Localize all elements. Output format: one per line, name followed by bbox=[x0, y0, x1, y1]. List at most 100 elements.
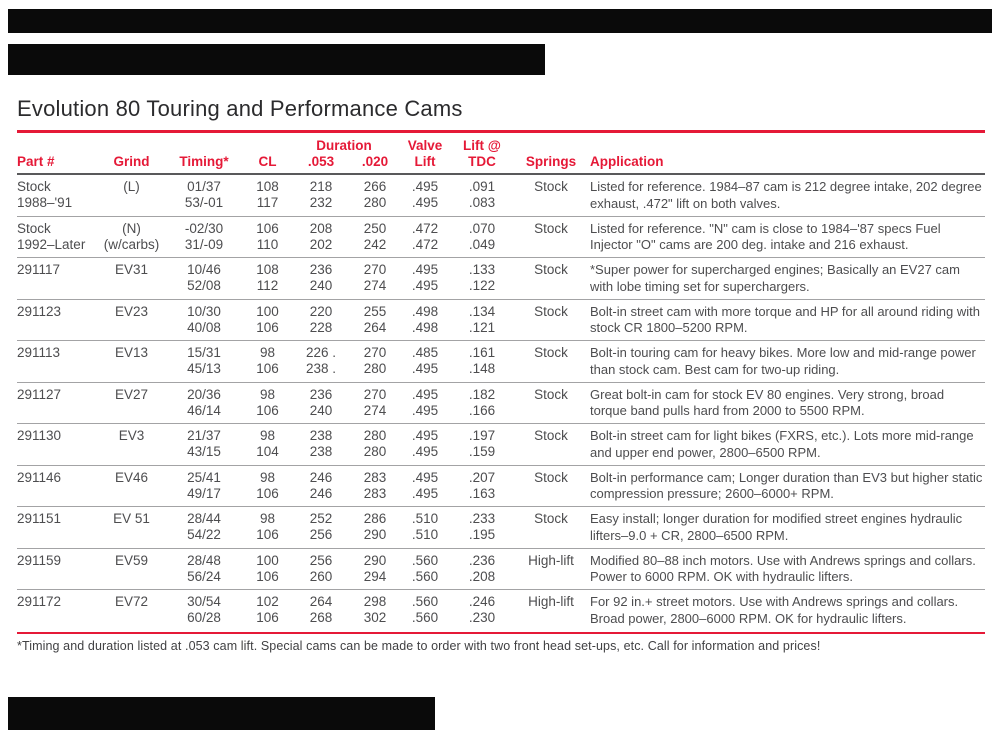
cell-duration-020: 250 242 bbox=[363, 220, 387, 252]
cell-application: Bolt-in street cam with more torque and … bbox=[590, 303, 980, 336]
cell-duration-053: 226 . 238 . bbox=[305, 345, 337, 376]
cell-springs: High-lift bbox=[528, 552, 574, 568]
cell-part-number: 291127 bbox=[17, 386, 62, 402]
cell-springs: Stock bbox=[534, 428, 568, 443]
cell-lift-at-tdc: .091.083 bbox=[468, 179, 496, 210]
cell-duration-053: 264 268 bbox=[309, 594, 333, 625]
cell-duration-053: 236 240 bbox=[309, 386, 333, 418]
cell-timing: 30/54 60/28 bbox=[187, 594, 221, 625]
cell-duration-053: 238 238 bbox=[309, 428, 333, 459]
cell-valve-lift: .495.495 bbox=[411, 179, 439, 210]
cell-cl: 98 104 bbox=[256, 428, 279, 459]
cell-lift-at-tdc: .182.166 bbox=[468, 386, 496, 418]
cell-lift-at-tdc: .233.195 bbox=[468, 511, 496, 542]
cell-timing: 25/41 49/17 bbox=[187, 469, 221, 501]
cell-valve-lift: .510.510 bbox=[411, 511, 439, 542]
cell-part-number: Stock 1988–'91 bbox=[17, 179, 73, 210]
cell-duration-053: 208 202 bbox=[309, 220, 333, 252]
table-body: Stock 1988–'91 (L) 01/37 53/-01 108 117 218… bbox=[17, 175, 985, 632]
cell-valve-lift: .560.560 bbox=[411, 552, 439, 584]
cell-springs: Stock bbox=[534, 511, 568, 526]
cell-duration-053: 256 260 bbox=[309, 552, 333, 584]
cell-lift-at-tdc: .246.230 bbox=[468, 594, 496, 625]
cell-valve-lift: .495.495 bbox=[411, 469, 439, 501]
cell-timing: 28/48 56/24 bbox=[187, 552, 221, 584]
table-header-row: Part # Grind Timing* CL Duration .053 .0… bbox=[17, 133, 985, 175]
cell-duration-020: 280 280 bbox=[363, 428, 387, 459]
cell-timing: 21/37 43/15 bbox=[187, 428, 221, 459]
cell-application: Bolt-in performance cam; Longer duration… bbox=[590, 469, 983, 502]
cell-springs: Stock bbox=[534, 469, 568, 485]
page-title: Evolution 80 Touring and Performance Cam… bbox=[17, 96, 463, 121]
redaction-bar-subheader bbox=[8, 44, 545, 75]
cell-application: *Super power for supercharged engines; B… bbox=[590, 262, 960, 294]
cell-lift-at-tdc: .133.122 bbox=[468, 262, 496, 293]
table-row: 291146 EV46 25/41 49/17 98 106 246 246 283 2… bbox=[17, 466, 985, 507]
cell-part-number: 291123 bbox=[17, 303, 62, 319]
cell-duration-053: 220 228 bbox=[309, 303, 333, 335]
duration-subheaders: .053 .020 bbox=[290, 154, 398, 170]
cell-cl: 98 106 bbox=[256, 345, 279, 376]
cell-application: Listed for reference. 1984–87 cam is 212… bbox=[590, 179, 982, 211]
cell-lift-at-tdc: .134.121 bbox=[468, 303, 496, 335]
cell-cl: 100 106 bbox=[256, 552, 279, 584]
cell-springs: Stock bbox=[534, 220, 568, 236]
cell-valve-lift: .495.495 bbox=[411, 428, 439, 459]
cell-cl: 100 106 bbox=[256, 303, 279, 335]
cell-valve-lift: .560.560 bbox=[411, 594, 439, 625]
col-header-springs: Springs bbox=[525, 154, 577, 169]
cell-part-number: 291151 bbox=[17, 511, 62, 526]
cell-timing: 10/30 40/08 bbox=[187, 303, 221, 335]
cell-valve-lift: .495.495 bbox=[411, 386, 439, 418]
cell-lift-at-tdc: .236.208 bbox=[468, 552, 496, 584]
col-header-part: Part # bbox=[17, 154, 55, 169]
cell-springs: High-lift bbox=[528, 594, 574, 609]
table-row: 291117 EV31 10/46 52/08 108 112 236 240 270… bbox=[17, 258, 985, 300]
table-row: 291127 EV27 20/36 46/14 98 106 236 240 270 2… bbox=[17, 383, 985, 424]
cell-grind: EV72 bbox=[114, 594, 149, 609]
cell-timing: 10/46 52/08 bbox=[187, 262, 221, 293]
cell-grind: EV23 bbox=[114, 303, 149, 319]
cell-grind: EV59 bbox=[114, 552, 149, 568]
cell-application: Easy install; longer duration for modifi… bbox=[590, 511, 963, 543]
cell-duration-053: 236 240 bbox=[309, 262, 333, 293]
footnote: *Timing and duration listed at .053 cam … bbox=[17, 638, 821, 653]
cell-duration-020: 270 280 bbox=[363, 345, 387, 376]
table-row: Stock 1992–Later (N) (w/carbs) -02/30 31/-0… bbox=[17, 217, 985, 258]
cell-application: For 92 in.+ street motors. Use with Andr… bbox=[590, 594, 959, 626]
cell-cl: 98 106 bbox=[256, 511, 279, 542]
cell-application: Bolt-in touring cam for heavy bikes. Mor… bbox=[590, 345, 976, 377]
cell-cl: 98 106 bbox=[256, 469, 279, 501]
cell-duration-020: 298 302 bbox=[363, 594, 387, 625]
col-header-application: Application bbox=[590, 154, 664, 169]
cell-duration-053: 246 246 bbox=[309, 469, 333, 501]
cell-cl: 102 106 bbox=[256, 594, 279, 625]
cell-duration-053: 218 232 bbox=[309, 179, 333, 210]
cell-timing: 15/31 45/13 bbox=[187, 345, 221, 376]
cell-part-number: 291130 bbox=[17, 428, 62, 443]
col-header-valve-lift: Valve Lift bbox=[407, 138, 443, 169]
cell-timing: -02/30 31/-09 bbox=[184, 220, 224, 252]
cell-duration-020: 255 264 bbox=[363, 303, 387, 335]
cell-duration-020: 286 290 bbox=[363, 511, 387, 542]
col-header-020: .020 bbox=[361, 154, 389, 169]
title-rule bbox=[17, 130, 985, 133]
cell-grind: (L) bbox=[123, 179, 140, 194]
cell-part-number: 291172 bbox=[17, 594, 62, 609]
cell-valve-lift: .472.472 bbox=[411, 220, 439, 252]
cell-duration-020: 270 274 bbox=[363, 262, 387, 293]
cell-valve-lift: .495.495 bbox=[411, 262, 439, 293]
cell-lift-at-tdc: .207.163 bbox=[468, 469, 496, 501]
table-bottom-rule bbox=[17, 631, 985, 634]
table-row: 291113 EV13 15/31 45/13 98 106 226 . 238 . … bbox=[17, 341, 985, 383]
cell-lift-at-tdc: .161.148 bbox=[468, 345, 496, 376]
cell-grind: EV 51 bbox=[113, 511, 150, 526]
cell-springs: Stock bbox=[534, 303, 568, 319]
cell-part-number: 291159 bbox=[17, 552, 62, 568]
table-row: 291123 EV23 10/30 40/08 100 106 220 228 255… bbox=[17, 300, 985, 341]
cell-cl: 106 110 bbox=[256, 220, 279, 252]
table-row: 291172 EV72 30/54 60/28 102 106 264 268 298… bbox=[17, 590, 985, 632]
cell-duration-020: 283 283 bbox=[363, 469, 387, 501]
cell-grind: EV46 bbox=[114, 469, 149, 485]
cell-springs: Stock bbox=[534, 386, 568, 402]
